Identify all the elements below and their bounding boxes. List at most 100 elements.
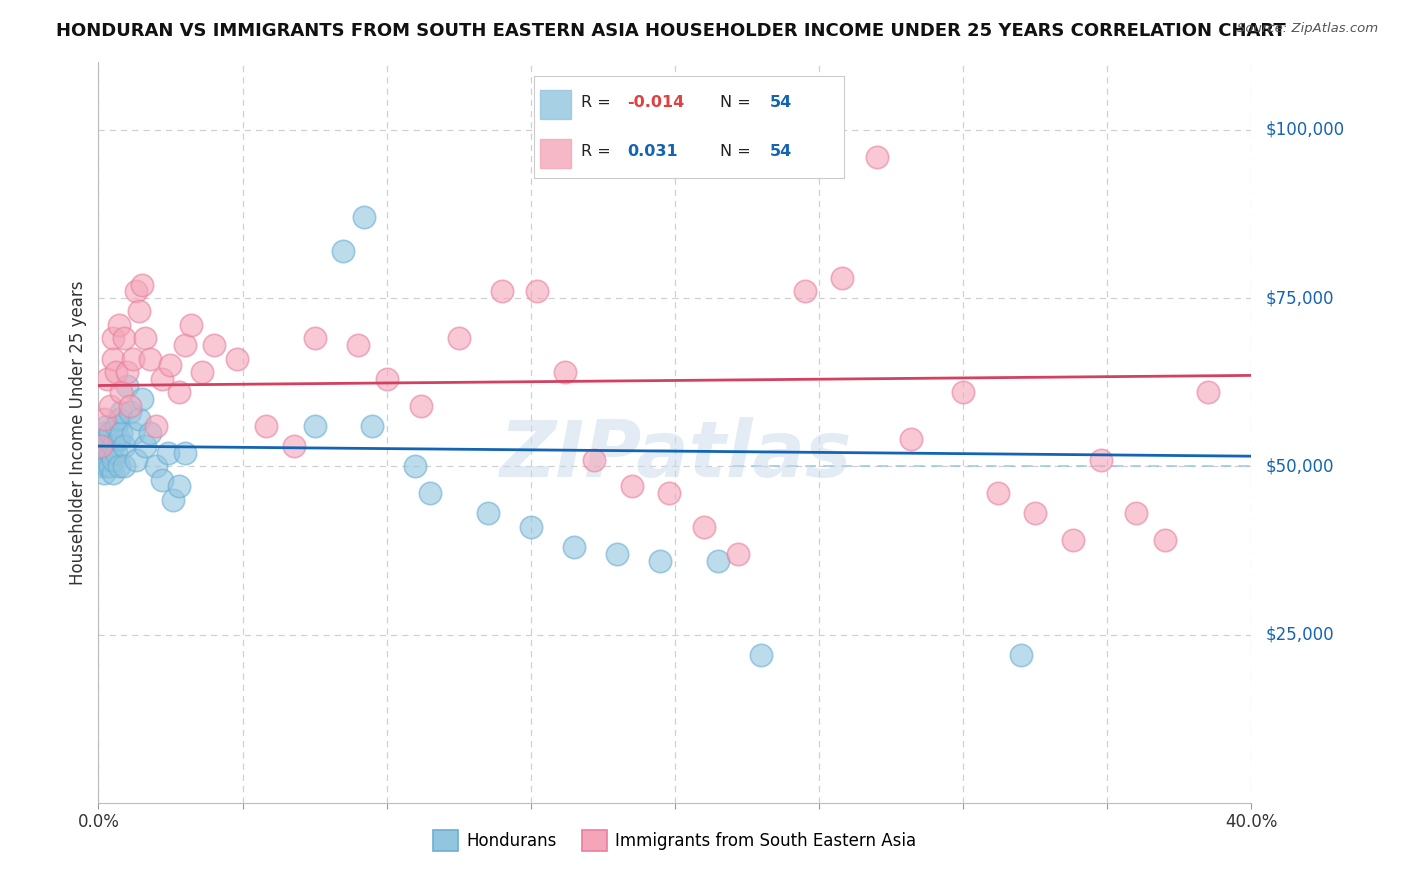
Point xyxy=(128,412,150,426)
Point xyxy=(98,459,121,474)
Point xyxy=(167,385,190,400)
Point xyxy=(583,452,606,467)
Point xyxy=(93,433,115,447)
Point xyxy=(107,318,129,332)
Text: $75,000: $75,000 xyxy=(1265,289,1334,307)
Point xyxy=(562,540,585,554)
Point xyxy=(101,331,124,345)
Point xyxy=(117,365,139,379)
Point xyxy=(120,405,142,419)
Point xyxy=(1197,385,1219,400)
Point xyxy=(167,479,190,493)
Point xyxy=(751,648,773,662)
Point xyxy=(650,553,672,567)
Point xyxy=(831,270,853,285)
Point xyxy=(134,331,156,345)
Point xyxy=(620,479,643,493)
Point xyxy=(952,385,974,400)
Point xyxy=(93,466,115,480)
Point xyxy=(93,425,115,440)
Point xyxy=(98,446,121,460)
Point xyxy=(112,439,135,453)
Point xyxy=(225,351,247,366)
Point xyxy=(174,446,197,460)
Point xyxy=(145,459,167,474)
Point xyxy=(122,425,145,440)
Point xyxy=(90,452,112,467)
Point xyxy=(101,466,124,480)
Point xyxy=(793,285,815,299)
Point xyxy=(104,365,127,379)
Point xyxy=(96,418,118,433)
Point xyxy=(405,459,427,474)
Point xyxy=(375,372,398,386)
Point xyxy=(101,452,124,467)
Point xyxy=(174,338,197,352)
Text: 0.031: 0.031 xyxy=(627,145,678,160)
Text: N =: N = xyxy=(720,145,756,160)
Text: R =: R = xyxy=(581,145,620,160)
Point xyxy=(254,418,277,433)
Point xyxy=(145,418,167,433)
Point xyxy=(1010,648,1032,662)
Point xyxy=(125,285,148,299)
Point xyxy=(107,433,129,447)
Point xyxy=(98,425,121,440)
Point xyxy=(110,385,132,400)
Point xyxy=(1125,507,1147,521)
Point xyxy=(112,331,135,345)
Point xyxy=(112,459,135,474)
Text: 54: 54 xyxy=(769,145,792,160)
Point xyxy=(98,399,121,413)
Point xyxy=(104,418,127,433)
Point xyxy=(134,439,156,453)
Point xyxy=(866,150,889,164)
Point xyxy=(96,459,118,474)
Point xyxy=(606,547,628,561)
Y-axis label: Householder Income Under 25 years: Householder Income Under 25 years xyxy=(69,280,87,585)
Point xyxy=(139,425,162,440)
Bar xyxy=(540,90,571,119)
Text: ZIPatlas: ZIPatlas xyxy=(499,417,851,493)
Point xyxy=(477,507,499,521)
Point xyxy=(110,425,132,440)
Point xyxy=(361,418,384,433)
Point xyxy=(96,439,118,453)
Point xyxy=(159,359,181,373)
Point xyxy=(520,520,543,534)
Legend: Hondurans, Immigrants from South Eastern Asia: Hondurans, Immigrants from South Eastern… xyxy=(426,823,924,857)
Point xyxy=(162,492,184,507)
Point xyxy=(707,553,730,567)
Point xyxy=(346,338,368,352)
Bar xyxy=(540,139,571,168)
Point xyxy=(139,351,162,366)
Point xyxy=(554,365,576,379)
Point xyxy=(131,392,153,406)
Point xyxy=(156,446,179,460)
Point xyxy=(658,486,681,500)
Point xyxy=(491,285,513,299)
Point xyxy=(110,405,132,419)
Text: 54: 54 xyxy=(769,95,792,110)
Point xyxy=(987,486,1010,500)
Point xyxy=(1090,452,1112,467)
Text: $50,000: $50,000 xyxy=(1265,458,1334,475)
Point xyxy=(304,418,326,433)
Point xyxy=(122,351,145,366)
Point xyxy=(120,399,142,413)
Point xyxy=(1062,533,1084,548)
Point xyxy=(353,211,375,225)
Point xyxy=(419,486,441,500)
Point xyxy=(150,372,173,386)
Point xyxy=(202,338,225,352)
Point xyxy=(900,433,922,447)
Point xyxy=(283,439,305,453)
Point xyxy=(304,331,326,345)
Point xyxy=(107,412,129,426)
Point xyxy=(90,459,112,474)
Point xyxy=(447,331,470,345)
Point xyxy=(128,304,150,318)
Point xyxy=(104,446,127,460)
Point xyxy=(411,399,433,413)
Point xyxy=(727,547,749,561)
